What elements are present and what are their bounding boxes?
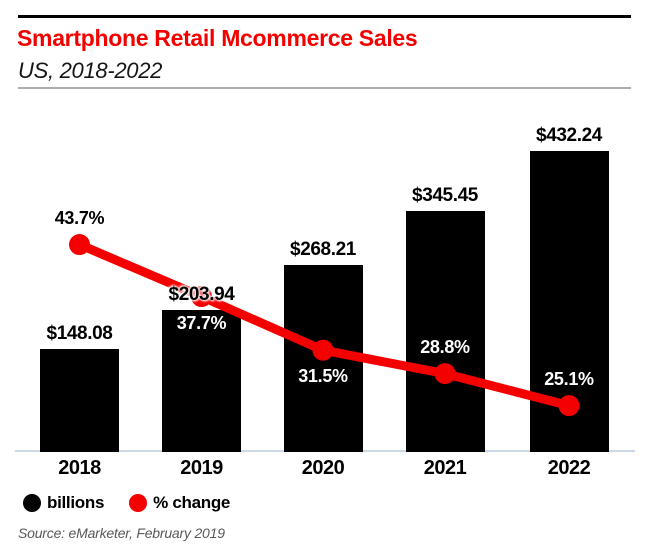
chart-legend: billions % change [23, 493, 230, 513]
bar-value-label-2021: $345.45 [412, 185, 478, 207]
x-axis-label-2020: 2020 [301, 457, 345, 479]
pct-change-legend-dot-icon [129, 494, 148, 512]
bar-2021 [405, 211, 485, 452]
legend-item-pct-change: % change [129, 493, 230, 513]
billions-legend-dot-icon [23, 494, 41, 512]
legend-label-pct-change: % change [153, 493, 231, 512]
bar-2018 [40, 348, 119, 452]
source-note: Source: eMarketer, February 2019 [18, 525, 225, 541]
bar-2022 [529, 151, 609, 452]
header-top-rule [18, 15, 631, 18]
pct-change-label-2019: 37.7% [176, 312, 227, 333]
bar-value-label-2019: $203.94 [168, 283, 235, 305]
page-subtitle: US, 2018-2022 [18, 58, 163, 83]
x-axis-label-2021: 2021 [423, 457, 467, 479]
pct-change-label-2018: 43.7% [54, 207, 105, 228]
header-divider-rule [18, 87, 631, 89]
x-axis-label-2018: 2018 [58, 457, 101, 479]
legend-item-billions: billions [23, 493, 104, 513]
bar-value-label-2020: $268.21 [290, 239, 356, 261]
bar-value-label-2022: $432.24 [536, 125, 602, 146]
pct-change-label-2020: 31.5% [298, 366, 348, 387]
pct-change-point-2018 [69, 234, 90, 256]
page-title: Smartphone Retail Mcommerce Sales [17, 25, 418, 51]
bar-2020 [283, 265, 363, 452]
pct-change-label-2022: 25.1% [544, 368, 594, 389]
pct-change-label-2021: 28.8% [420, 336, 470, 357]
x-axis-label-2022: 2022 [547, 457, 591, 479]
x-axis-label-2019: 2019 [180, 457, 223, 479]
legend-label-billions: billions [47, 493, 105, 512]
bar-value-label-2018: $148.08 [46, 322, 113, 344]
